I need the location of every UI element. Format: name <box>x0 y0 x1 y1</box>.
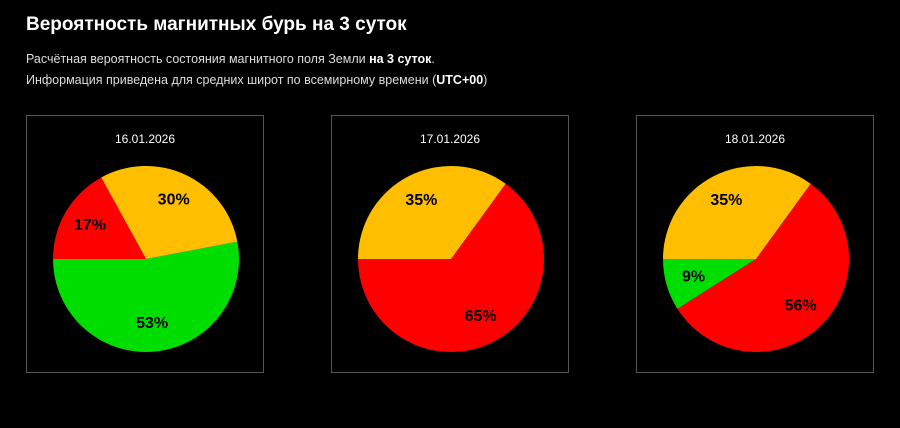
description-line-2-end: ) <box>483 73 488 87</box>
panel-date: 17.01.2026 <box>419 132 481 146</box>
pie-chart-day-3: 9% 56% 35% <box>663 166 849 352</box>
page-title: Вероятность магнитных бурь на 3 суток <box>26 14 407 35</box>
description-line-2-text: Информация приведена для средних широт п… <box>26 73 437 87</box>
slice-label: 30% <box>158 191 190 208</box>
description-line-2: Информация приведена для средних широт п… <box>26 73 487 87</box>
description-line-2-bold: UTC+00 <box>436 73 484 87</box>
pie-slice <box>677 183 849 352</box>
forecast-panel-day-3: 18.01.2026 9% 56% 35% <box>636 115 874 373</box>
pie-slice <box>53 177 146 259</box>
description-line-1-text: Расчётная вероятность состояния магнитно… <box>26 52 370 66</box>
slice-label: 9% <box>682 268 705 285</box>
slice-label: 53% <box>136 315 168 332</box>
slice-label: 65% <box>465 308 497 325</box>
slice-label: 35% <box>405 192 437 209</box>
panel-date: 18.01.2026 <box>724 132 786 146</box>
description-line-1-end: . <box>431 52 435 66</box>
pie-chart-day-2: 65% 35% <box>358 166 544 352</box>
pie-slice <box>53 241 239 353</box>
pie-slice <box>101 166 238 259</box>
forecast-panel-day-2: 17.01.2026 65% 35% <box>331 115 569 373</box>
slice-label: 56% <box>785 298 817 315</box>
pie-chart-day-1: 53% 30% 17% <box>53 166 239 353</box>
panel-date: 16.01.2026 <box>114 132 176 146</box>
pie-slice <box>663 259 756 309</box>
pie-slice <box>663 166 811 259</box>
pie-slice <box>358 183 544 352</box>
slice-label: 35% <box>710 192 742 209</box>
description-line-1-bold: на 3 суток <box>369 52 432 66</box>
forecast-panel-day-1: 16.01.2026 53% 30% 17% <box>26 115 264 373</box>
pie-slice <box>358 166 506 259</box>
description-line-1: Расчётная вероятность состояния магнитно… <box>26 52 435 66</box>
slice-label: 17% <box>74 217 106 234</box>
